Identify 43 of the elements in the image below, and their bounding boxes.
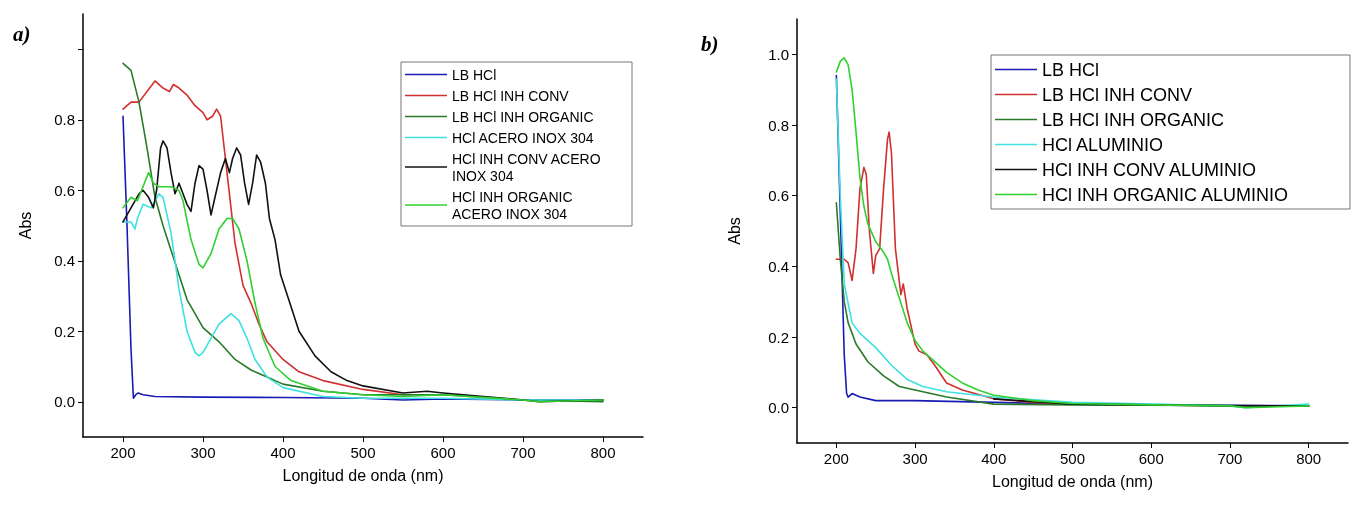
x-tick-label: 200 (823, 450, 849, 467)
y-tick-label: 1.0 (768, 45, 789, 63)
x-tick-label: 700 (1217, 450, 1243, 467)
legend-label: HCl ALUMINIO (1042, 134, 1164, 155)
x-axis-title: Longitud de onda (nm) (992, 472, 1153, 490)
x-tick-label: 300 (902, 450, 928, 467)
legend-label: LB HCl INH CONV (452, 87, 570, 104)
legend-label: LB HCl INH ORGANIC (1042, 109, 1225, 130)
x-tick-label: 400 (270, 444, 296, 461)
x-tick-label: 700 (510, 444, 536, 461)
x-tick-label: 300 (190, 444, 216, 461)
y-axis-title: Abs (16, 211, 34, 240)
text: b) (701, 31, 719, 56)
y-tick-label: 0.4 (768, 257, 789, 275)
x-tick-label: 500 (1059, 450, 1086, 467)
x-tick-label: 200 (110, 444, 136, 461)
y-tick-label: 0.6 (54, 181, 75, 199)
y-tick-label: 0.6 (768, 187, 789, 205)
y-axis-title: Abs (725, 217, 743, 245)
legend-label: LB HCl (452, 66, 497, 83)
x-tick-label: 600 (430, 444, 456, 461)
x-axis-title: Longitud de onda (nm) (282, 466, 444, 484)
legend-label: LB HCl INH CONV (1042, 84, 1193, 105)
x-tick-label: 600 (1138, 450, 1164, 467)
legend-label: HCl INH ORGANIC ALUMINIO (1042, 184, 1289, 205)
y-tick-label: 0.4 (54, 252, 75, 270)
x-tick-label: 800 (1296, 450, 1322, 467)
y-tick-label: 0.0 (768, 399, 789, 417)
y-tick-label: 0.8 (54, 111, 75, 129)
x-tick-label: 500 (350, 444, 376, 461)
legend-label: HCl INH CONV ALUMINIO (1042, 159, 1257, 180)
y-tick-label: 0.0 (54, 393, 75, 411)
y-tick-label: 0.8 (768, 116, 789, 134)
legend-label: LB HCl INH ORGANIC (452, 108, 594, 125)
legend-label: HCl ACERO INOX 304 (452, 129, 594, 146)
x-tick-label: 400 (981, 450, 1007, 467)
legend-label: HCl INH CONV ACERO INOX 304 (452, 150, 605, 184)
legend-label: HCl INH ORGANIC ACERO INOX 304 (452, 188, 577, 222)
y-tick-label: 0.2 (54, 322, 75, 340)
y-tick-label: 0.2 (768, 328, 789, 346)
chart-title: a) (13, 21, 31, 46)
x-tick-label: 800 (590, 444, 616, 461)
legend-label: LB HCl (1042, 59, 1100, 80)
